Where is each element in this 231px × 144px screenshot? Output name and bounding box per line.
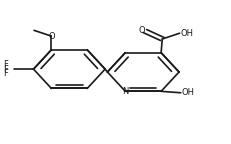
Text: N: N [122,87,128,96]
Text: F: F [3,60,8,69]
Text: OH: OH [180,29,193,38]
Text: F: F [3,69,8,78]
Text: OH: OH [181,88,194,97]
Text: O: O [48,32,55,41]
Text: F: F [3,65,8,74]
Text: O: O [138,26,145,35]
